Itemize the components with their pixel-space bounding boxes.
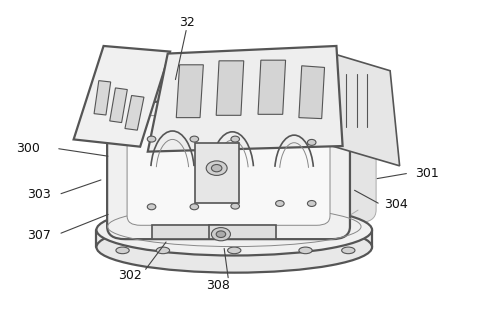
Circle shape [307,140,316,146]
Text: 300: 300 [16,142,40,155]
FancyBboxPatch shape [127,116,330,225]
Text: 304: 304 [384,198,408,211]
Polygon shape [125,96,144,130]
Circle shape [216,231,226,237]
Circle shape [147,136,156,142]
Ellipse shape [156,247,170,254]
Ellipse shape [228,247,241,254]
Ellipse shape [97,204,372,255]
Polygon shape [97,230,372,247]
Circle shape [190,136,198,142]
Ellipse shape [342,247,355,254]
Polygon shape [332,54,400,166]
Polygon shape [110,88,127,123]
Circle shape [211,227,230,241]
Circle shape [276,200,284,206]
Polygon shape [216,61,244,115]
Circle shape [190,204,198,210]
Polygon shape [176,65,203,118]
Text: 307: 307 [27,229,51,242]
Text: 301: 301 [415,166,439,179]
FancyBboxPatch shape [152,225,219,239]
FancyBboxPatch shape [107,102,350,239]
FancyBboxPatch shape [209,225,276,239]
Polygon shape [258,60,285,114]
Circle shape [231,203,239,209]
Circle shape [206,161,227,175]
Circle shape [231,136,239,142]
Polygon shape [74,46,170,147]
Polygon shape [148,46,343,152]
Ellipse shape [299,247,312,254]
Text: 308: 308 [206,279,229,292]
Polygon shape [299,66,325,119]
Text: 303: 303 [28,188,51,201]
FancyBboxPatch shape [195,143,239,203]
Polygon shape [94,81,111,115]
Ellipse shape [97,221,372,273]
Text: 302: 302 [118,269,141,282]
Ellipse shape [116,247,129,254]
FancyBboxPatch shape [133,85,376,223]
Circle shape [211,165,222,172]
Circle shape [307,200,316,206]
Circle shape [147,204,156,210]
Text: 32: 32 [179,16,195,29]
